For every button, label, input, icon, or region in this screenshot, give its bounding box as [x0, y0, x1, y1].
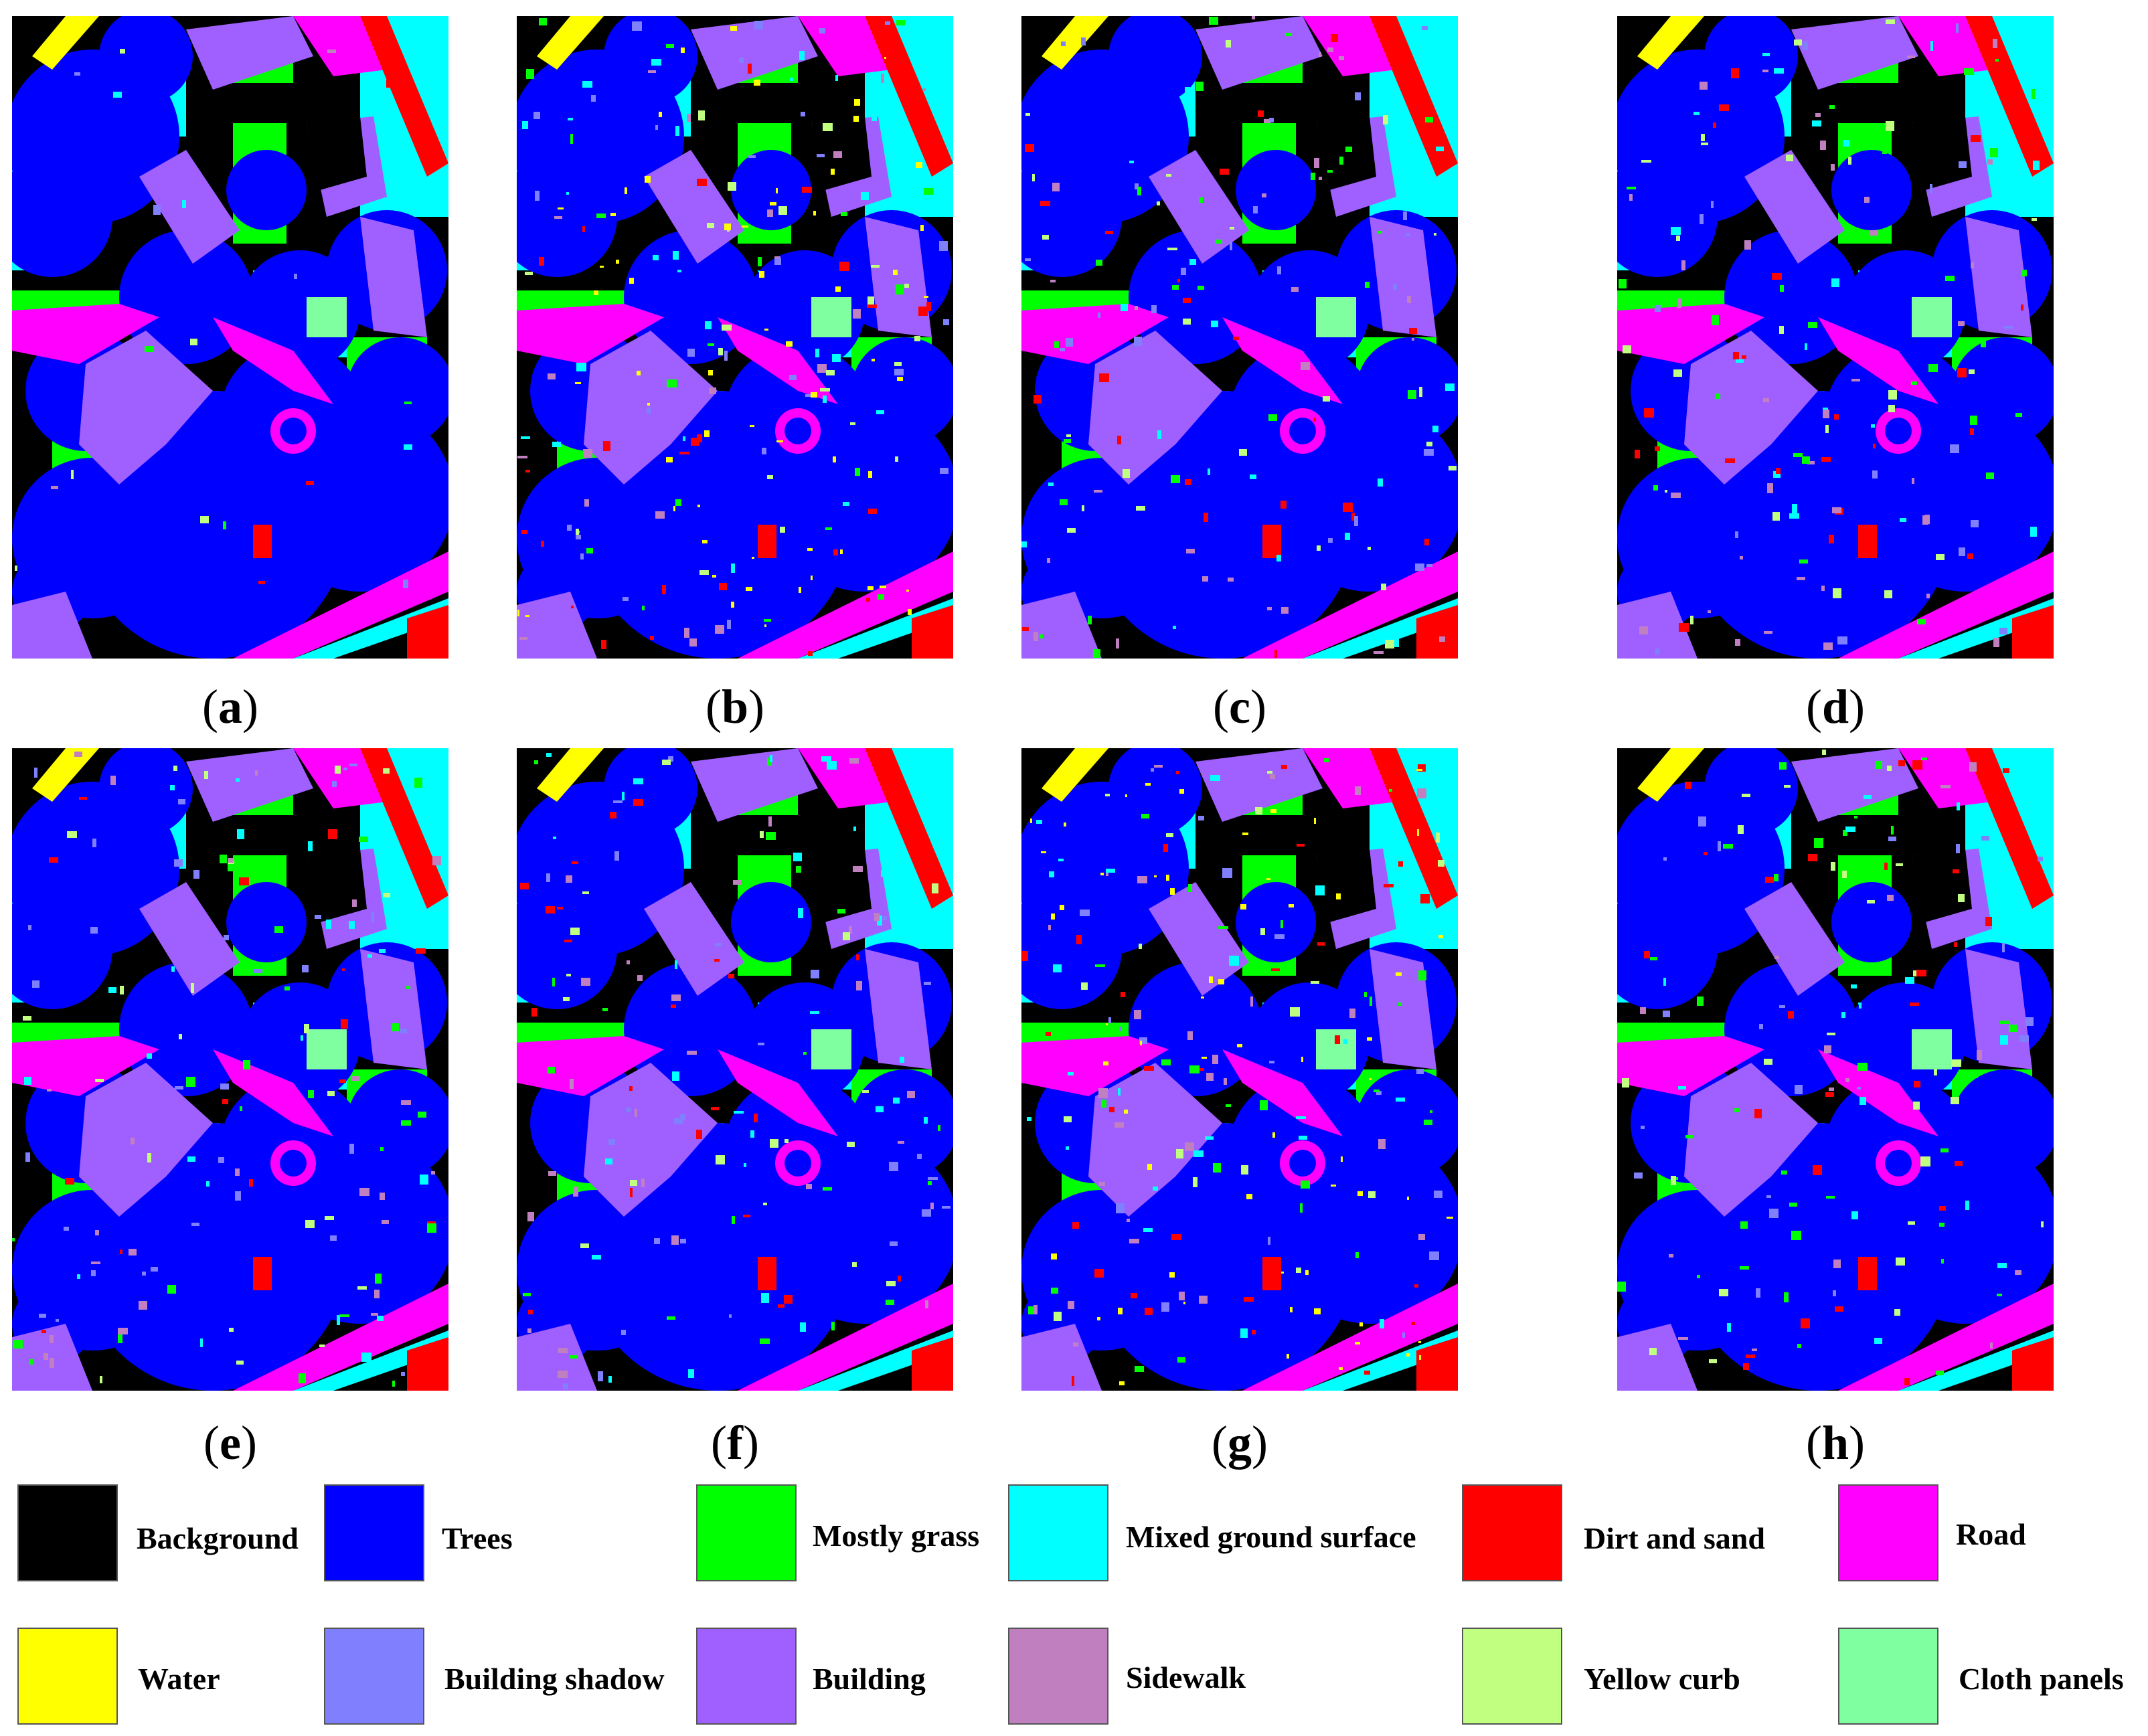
- legend-swatch-building-shadow: [324, 1628, 424, 1725]
- legend-swatch-dirt-and-sand: [1462, 1484, 1562, 1581]
- legend-label-trees: Trees: [442, 1521, 513, 1555]
- classification-map-a: [12, 16, 448, 659]
- legend-label-water: Water: [138, 1662, 220, 1696]
- legend-swatch-mostly-grass: [696, 1484, 797, 1581]
- legend-label-road: Road: [1956, 1517, 2026, 1551]
- legend-swatch-road: [1838, 1484, 1938, 1581]
- panel-label-g: (g): [1212, 1416, 1268, 1470]
- panel-label-c: (c): [1213, 680, 1266, 733]
- panel-label-a: (a): [202, 680, 258, 733]
- legend-swatch-yellow-curb: [1462, 1628, 1562, 1725]
- legend-label-cloth-panels: Cloth panels: [1959, 1662, 2124, 1696]
- legend-label-mixed-ground-surface: Mixed ground surface: [1126, 1520, 1416, 1554]
- panel-label-b: (b): [705, 680, 764, 733]
- classification-map-g: [1021, 748, 1458, 1391]
- legend-swatch-sidewalk: [1008, 1628, 1108, 1725]
- classification-map-e: [12, 748, 448, 1391]
- legend-swatch-water: [17, 1628, 118, 1725]
- legend-label-building: Building: [813, 1662, 926, 1696]
- legend-label-mostly-grass: Mostly grass: [813, 1518, 980, 1553]
- panel-label-f: (f): [711, 1416, 759, 1470]
- classification-map-d: [1617, 16, 2054, 659]
- legend-swatch-building: [696, 1628, 797, 1725]
- legend-swatch-cloth-panels: [1838, 1628, 1938, 1725]
- classification-map-h: [1617, 748, 2054, 1391]
- legend-swatch-trees: [324, 1484, 424, 1581]
- legend-label-sidewalk: Sidewalk: [1126, 1660, 1246, 1695]
- classification-map-b: [517, 16, 953, 659]
- legend-swatch-background: [17, 1484, 118, 1581]
- legend-label-dirt-and-sand: Dirt and sand: [1584, 1521, 1765, 1555]
- legend-label-background: Background: [137, 1521, 299, 1555]
- panel-label-h: (h): [1805, 1416, 1865, 1470]
- classification-map-c: [1021, 16, 1458, 659]
- legend-label-building-shadow: Building shadow: [444, 1662, 665, 1696]
- panel-label-d: (d): [1805, 680, 1865, 733]
- legend-swatch-mixed-ground-surface: [1008, 1484, 1108, 1581]
- legend-label-yellow-curb: Yellow curb: [1584, 1662, 1740, 1696]
- classification-map-f: [517, 748, 953, 1391]
- panel-label-e: (e): [203, 1416, 257, 1470]
